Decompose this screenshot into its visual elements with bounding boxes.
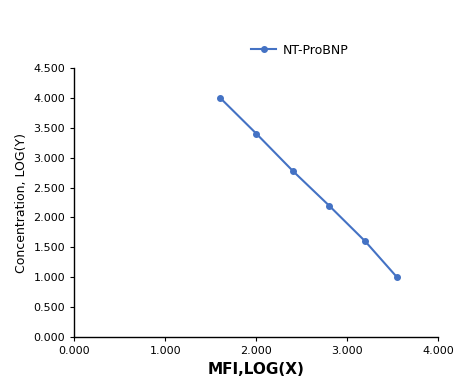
Legend: NT-ProBNP: NT-ProBNP: [246, 39, 353, 62]
NT-ProBNP: [363, 239, 368, 244]
NT-ProBNP: [290, 169, 295, 173]
Y-axis label: Concentration, LOG(Y): Concentration, LOG(Y): [15, 132, 28, 272]
Line: NT-ProBNP: NT-ProBNP: [217, 95, 400, 280]
NT-ProBNP: [253, 131, 259, 136]
NT-ProBNP: [326, 203, 332, 208]
NT-ProBNP: [394, 275, 400, 280]
X-axis label: MFI,LOG(X): MFI,LOG(X): [208, 362, 305, 377]
NT-ProBNP: [217, 95, 223, 100]
